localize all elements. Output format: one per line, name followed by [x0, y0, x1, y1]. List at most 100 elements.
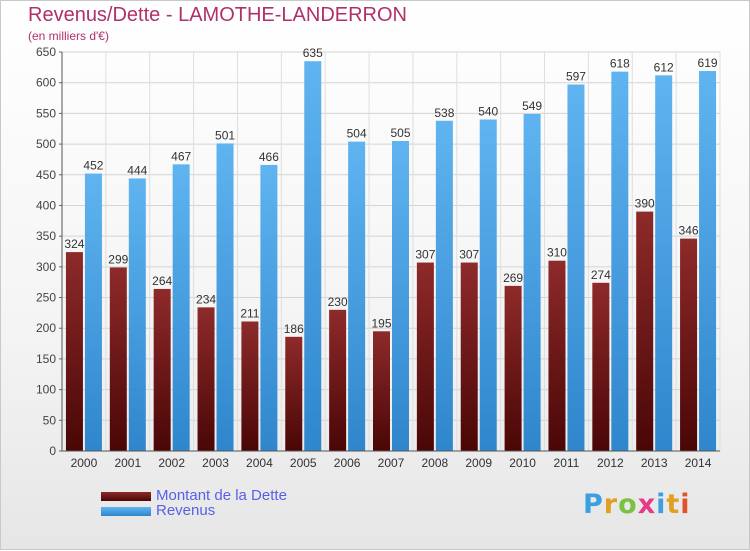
data-label-debt: 307: [415, 248, 435, 262]
data-label-debt: 211: [240, 306, 259, 320]
legend-label-debt: Montant de la Dette: [156, 487, 287, 504]
data-label-debt: 346: [679, 224, 699, 238]
data-label-revenue: 504: [347, 127, 367, 141]
bar-debt: [373, 331, 390, 451]
data-label-revenue: 618: [610, 57, 630, 71]
bars: 324 452 299 444 264 467 234 501 211 466 186 635 230 5…: [64, 46, 718, 452]
data-label-revenue: 540: [478, 105, 498, 119]
data-label-revenue: 538: [434, 106, 454, 120]
bar-debt: [109, 267, 127, 451]
x-tick-label: 2007: [378, 456, 405, 470]
x-tick-label: 2000: [71, 456, 98, 470]
chart-subtitle: (en milliers d'€): [28, 29, 109, 43]
legend-swatch-revenue: [101, 507, 151, 516]
y-tick-label: 0: [49, 444, 56, 458]
x-tick-label: 2013: [641, 456, 668, 470]
y-tick-label: 250: [36, 291, 56, 305]
logo-letter: i: [680, 489, 691, 520]
x-tick-label: 2012: [597, 456, 624, 470]
y-tick-label: 400: [36, 198, 56, 212]
x-tick-label: 2011: [554, 456, 580, 470]
bar-debt: [197, 307, 215, 451]
y-tick-label: 500: [36, 137, 56, 151]
bar-revenue: [435, 120, 453, 452]
bar-revenue: [348, 141, 366, 452]
bar-debt: [504, 285, 522, 451]
x-tick-label: 2014: [685, 456, 712, 470]
bar-debt: [636, 211, 654, 451]
data-label-debt: 269: [503, 271, 523, 285]
logo-letter: i: [656, 489, 667, 520]
legend-swatch-debt: [101, 492, 151, 501]
chart-title: Revenus/Dette - LAMOTHE-LANDERRON: [28, 4, 407, 26]
bar-revenue: [304, 61, 322, 451]
data-label-revenue: 612: [654, 60, 674, 74]
y-tick-label: 650: [36, 45, 56, 59]
bar-debt: [153, 288, 171, 451]
data-label-debt: 234: [196, 292, 216, 306]
data-label-debt: 195: [371, 316, 391, 330]
x-tick-label: 2003: [202, 456, 229, 470]
data-label-debt: 230: [328, 295, 348, 309]
y-tick-label: 100: [36, 383, 56, 397]
data-label-revenue: 549: [522, 99, 542, 113]
data-label-revenue: 452: [83, 159, 103, 173]
y-tick-label: 600: [36, 76, 56, 90]
bar-debt: [416, 262, 434, 451]
bar-debt: [241, 321, 259, 451]
data-label-revenue: 444: [127, 163, 147, 177]
x-tick-label: 2004: [246, 456, 273, 470]
y-tick-label: 50: [43, 413, 57, 427]
bar-revenue: [260, 164, 278, 451]
bar-revenue: [523, 113, 541, 451]
bar-revenue: [172, 164, 190, 451]
bar-revenue: [216, 143, 234, 451]
bar-revenue: [392, 141, 409, 451]
data-label-revenue: 597: [566, 70, 586, 84]
y-tick-label: 350: [36, 229, 56, 243]
bar-revenue: [699, 71, 717, 451]
data-label-debt: 390: [635, 197, 655, 211]
data-label-debt: 264: [152, 274, 172, 288]
y-tick-label: 300: [36, 260, 56, 274]
data-label-revenue: 505: [390, 126, 410, 140]
data-label-debt: 324: [64, 237, 84, 251]
x-tick-label: 2005: [290, 456, 317, 470]
x-tick-label: 2001: [114, 456, 141, 470]
logo-letter: o: [618, 489, 638, 520]
data-label-debt: 310: [547, 246, 567, 260]
x-tick-label: 2010: [509, 456, 536, 470]
y-tick-label: 150: [36, 352, 56, 366]
bar-revenue: [479, 119, 497, 452]
legend-label-revenue: Revenus: [156, 502, 216, 519]
x-tick-label: 2006: [334, 456, 361, 470]
y-tick-label: 550: [36, 106, 56, 120]
proxiti-logo: Proxiti: [583, 489, 691, 520]
bar-debt: [548, 260, 566, 451]
bar-revenue: [128, 178, 146, 451]
x-tick-label: 2009: [465, 456, 492, 470]
bar-debt: [329, 309, 347, 451]
data-label-debt: 299: [108, 252, 128, 266]
bar-revenue: [84, 173, 102, 451]
axes: 0 50 100 150 200 250 300 350 400 450 500 550 600 650 2…: [36, 45, 720, 470]
data-label-debt: 186: [284, 322, 304, 336]
y-tick-label: 450: [36, 168, 56, 182]
logo-letter: x: [637, 489, 657, 520]
logo-letter: t: [666, 489, 681, 520]
bar-revenue: [567, 84, 585, 451]
bar-debt: [65, 252, 83, 451]
bar-debt: [592, 282, 610, 451]
bar-revenue: [655, 75, 673, 451]
data-label-revenue: 635: [303, 46, 323, 60]
bar-debt: [285, 336, 303, 451]
logo-letter: P: [583, 489, 604, 520]
data-label-revenue: 467: [171, 149, 191, 163]
bar-debt: [460, 262, 478, 451]
y-tick-label: 200: [36, 321, 56, 335]
data-label-debt: 307: [459, 248, 479, 262]
data-label-revenue: 466: [259, 150, 279, 164]
x-tick-label: 2002: [158, 456, 185, 470]
